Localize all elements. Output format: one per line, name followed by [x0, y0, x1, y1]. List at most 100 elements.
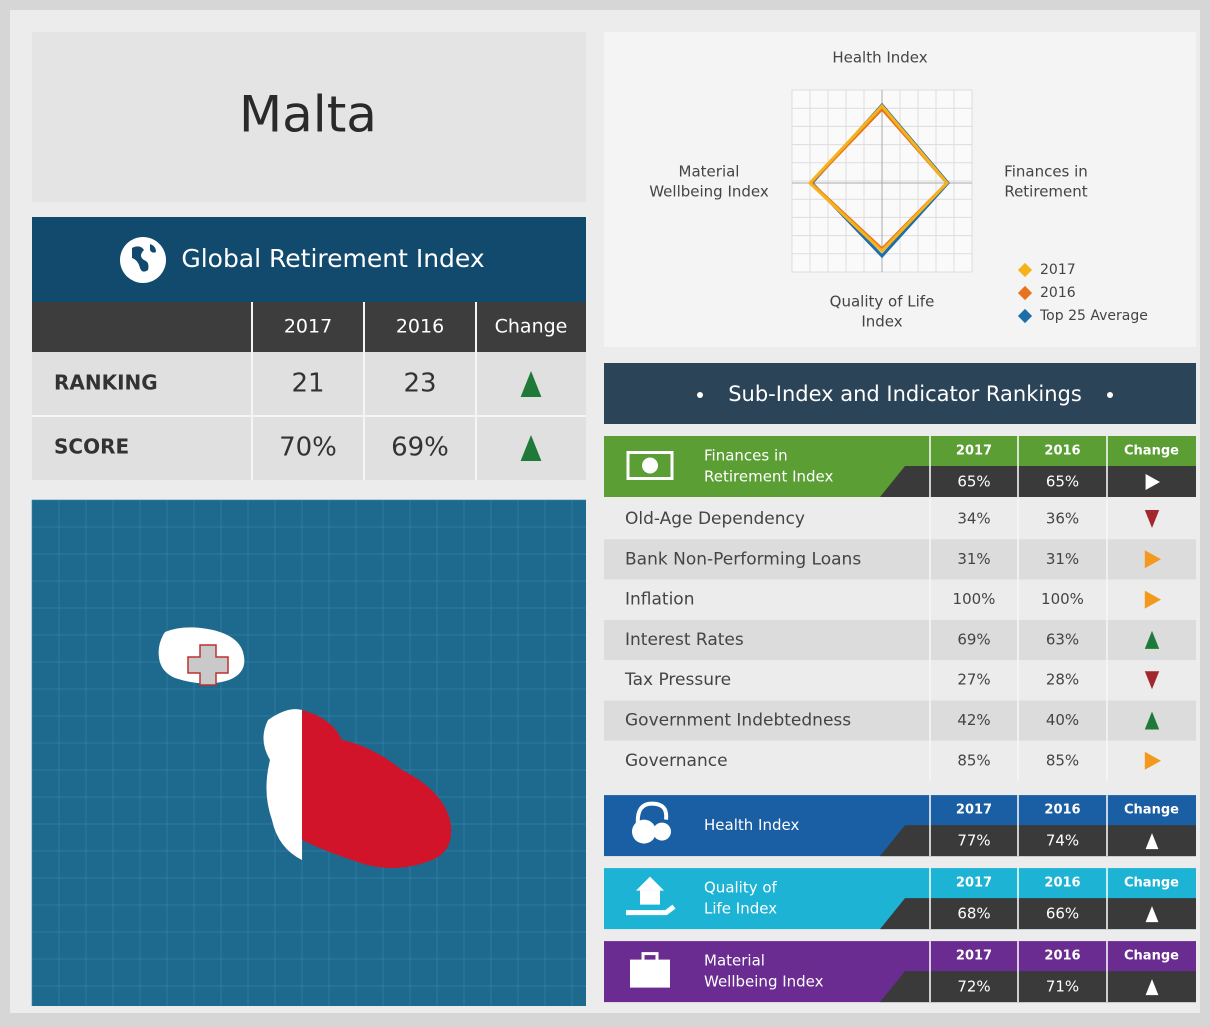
indicator-row	[604, 740, 1196, 782]
indicator-row	[604, 579, 1196, 620]
change-arrow	[1145, 833, 1159, 850]
section-dark-band	[880, 898, 1196, 930]
section-dark-band	[880, 971, 1196, 1003]
section-name: Health Index	[704, 816, 799, 834]
gri-col-label: 2016	[396, 316, 444, 338]
gri-value: 23	[403, 369, 436, 399]
section-col-label: Change	[1124, 949, 1179, 964]
radar-axis-label: Finances in	[1004, 163, 1088, 181]
indicator-value: 42%	[957, 711, 990, 729]
subindex-title: Sub-Index and Indicator Rankings	[728, 382, 1082, 406]
section-value: 74%	[1046, 832, 1079, 850]
indicator-row	[604, 499, 1196, 540]
radar-axis-label: Index	[861, 313, 902, 331]
change-arrow	[1144, 630, 1160, 649]
change-arrow	[1144, 671, 1160, 690]
indicator-value: 63%	[1046, 630, 1079, 648]
section-value: 68%	[957, 905, 990, 923]
icon	[640, 890, 660, 905]
indicator-value: 69%	[957, 630, 990, 648]
section-col-label: 2017	[956, 444, 992, 459]
indicator-value: 34%	[957, 510, 990, 528]
indicator-value: 36%	[1046, 510, 1079, 528]
change-arrow	[1144, 590, 1161, 609]
section-value: 71%	[1046, 978, 1079, 996]
section-dark-band	[880, 466, 1196, 497]
globe-land	[132, 244, 156, 272]
indicator-label: Governance	[625, 751, 728, 771]
radar-series	[807, 103, 950, 254]
change-arrow	[1145, 906, 1159, 923]
indicator-value: 85%	[957, 751, 990, 769]
gri-title: Global Retirement Index	[181, 244, 484, 273]
indicator-value: 100%	[1041, 590, 1084, 608]
icon	[630, 959, 670, 988]
legend-swatch	[1017, 285, 1033, 301]
section-col-label: 2016	[1044, 876, 1080, 891]
gri-col-label: 2017	[284, 316, 332, 338]
legend-label: 2016	[1040, 285, 1076, 301]
indicator-label: Tax Pressure	[624, 670, 731, 690]
indicator-value: 31%	[1046, 550, 1079, 568]
indicator-row	[604, 700, 1196, 741]
icon	[632, 819, 656, 844]
icon	[641, 952, 659, 964]
section-col-label: 2017	[956, 803, 992, 818]
indicator-row	[604, 619, 1196, 661]
title-box	[32, 32, 586, 202]
section-name: Quality of	[704, 879, 778, 897]
icon	[635, 801, 669, 826]
change-arrow	[1145, 979, 1159, 996]
icon	[626, 904, 676, 916]
change-arrow	[520, 435, 542, 461]
indicator-row	[604, 539, 1196, 580]
radar-axis-label: Quality of Life	[830, 293, 935, 311]
section-col-label: 2016	[1044, 803, 1080, 818]
section-value: 65%	[1046, 473, 1079, 491]
section-col-label: Change	[1124, 803, 1179, 818]
indicator-label: Old-Age Dependency	[625, 509, 805, 529]
change-arrow	[1144, 751, 1161, 770]
section-value: 72%	[957, 978, 990, 996]
indicator-value: 100%	[953, 590, 996, 608]
indicator-label: Interest Rates	[625, 630, 744, 650]
indicator-value: 40%	[1046, 711, 1079, 729]
section-col-label: 2016	[1044, 949, 1080, 964]
section-col-label: Change	[1124, 876, 1179, 891]
change-arrow	[1144, 550, 1161, 569]
section-name: Retirement Index	[704, 468, 834, 486]
indicator-label: Government Indebtedness	[625, 711, 851, 731]
section-col-label: 2017	[956, 876, 992, 891]
map	[31, 499, 586, 1006]
indicator-value: 85%	[1046, 751, 1079, 769]
icon	[653, 822, 671, 841]
indicator-value: 28%	[1046, 671, 1079, 689]
bullet	[1107, 392, 1113, 398]
radar-axis-label: Retirement	[1004, 183, 1087, 201]
map-grid	[31, 499, 586, 1006]
gri-col-header	[32, 302, 586, 352]
gri-value: 21	[291, 369, 324, 399]
indicator-row	[604, 660, 1196, 701]
subindex-header	[604, 363, 1196, 424]
gri-col-label: Change	[495, 316, 568, 338]
change-arrow	[1145, 474, 1160, 490]
country-title: Malta	[239, 86, 377, 144]
icon	[636, 876, 664, 891]
radar-axis-label: Wellbeing Index	[649, 183, 769, 201]
malta-red	[302, 710, 452, 868]
section-value: 77%	[957, 832, 990, 850]
section-value: 66%	[1046, 905, 1079, 923]
change-arrow	[520, 371, 542, 397]
section-col-label: 2017	[956, 949, 992, 964]
section-col-label: Change	[1124, 444, 1179, 459]
change-arrow	[1144, 510, 1160, 528]
change-arrow	[1144, 711, 1160, 730]
section-name: Wellbeing Index	[704, 973, 824, 991]
section-name: Life Index	[704, 900, 777, 918]
section-value: 65%	[957, 473, 990, 491]
legend-label: Top 25 Average	[1039, 308, 1148, 324]
indicator-value: 31%	[957, 550, 990, 568]
section-name: Material	[704, 952, 765, 970]
